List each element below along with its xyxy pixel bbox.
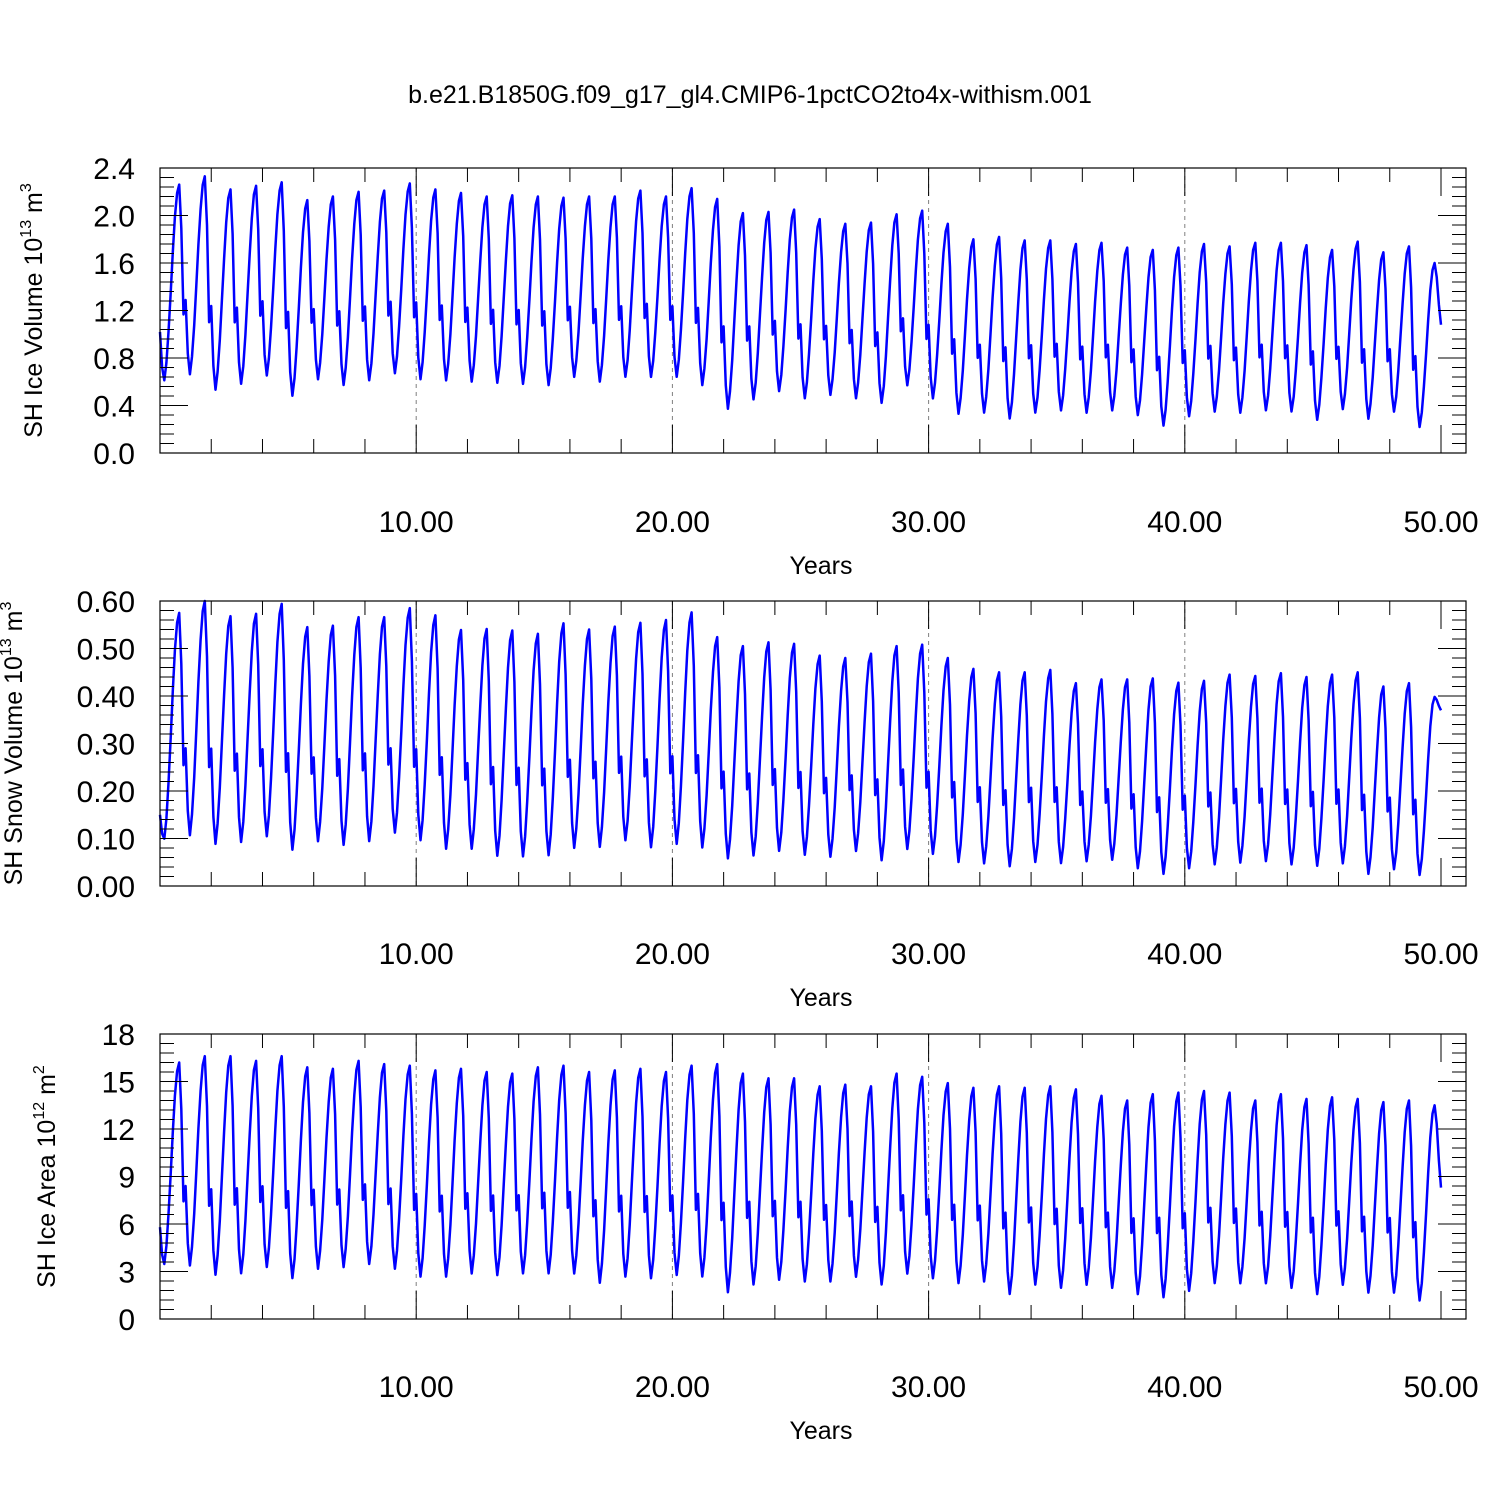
- x-tick-label: 30.00: [891, 506, 966, 539]
- y-axis-title-text: m: [20, 192, 48, 220]
- y-tick-label: 2.4: [93, 153, 135, 186]
- y-tick-label: 0.30: [77, 729, 135, 762]
- y-tick-label: 0.8: [93, 343, 135, 376]
- x-tick-label: 20.00: [635, 938, 710, 971]
- y-tick-label: 0.00: [77, 871, 135, 904]
- y-tick-label: 1.2: [93, 296, 135, 329]
- y-tick-label: 0.4: [93, 391, 135, 424]
- x-axis-title: Years: [789, 984, 852, 1012]
- x-tick-label: 40.00: [1147, 938, 1222, 971]
- y-axis-title-text: SH Ice Area 10: [33, 1120, 61, 1288]
- x-tick-label: 10.00: [379, 1371, 454, 1404]
- y-axis-title-text: m: [0, 611, 28, 639]
- y-axis-title-superscript: 2: [31, 1065, 48, 1074]
- y-axis-title-superscript: 13: [0, 638, 15, 656]
- y-tick-label: 9: [118, 1162, 135, 1195]
- y-tick-label: 0.20: [77, 776, 135, 809]
- y-axis-title-superscript: 13: [18, 220, 35, 238]
- y-tick-label: 18: [102, 1019, 135, 1052]
- y-tick-label: 0: [118, 1304, 135, 1337]
- y-tick-label: 0.0: [93, 438, 135, 471]
- y-axis-title-text: SH Ice Volume 10: [20, 238, 48, 438]
- x-tick-label: 10.00: [379, 506, 454, 539]
- series-line: [158, 175, 1443, 429]
- y-tick-label: 0.60: [77, 586, 135, 619]
- panel-ice-area: 0 3 6 9 12 15 18 10.00 20.00 30.00 40.00 50.00 Years…: [31, 1019, 1479, 1445]
- y-axis-title-text: SH Snow Volume 10: [0, 656, 28, 885]
- y-axis-title-superscript: 12: [31, 1102, 48, 1120]
- x-tick-label: 30.00: [891, 1371, 966, 1404]
- panel-ice-volume: 0.0 0.4 0.8 1.2 1.6 2.0 2.4 10.00 20.00 30.00 40.0…: [18, 153, 1479, 580]
- y-tick-label: 1.6: [93, 248, 135, 281]
- y-axis-title-superscript: 3: [18, 183, 35, 192]
- y-axis-title-superscript: 3: [0, 602, 15, 611]
- figure-title: b.e21.B1850G.f09_g17_gl4.CMIP6-1pctCO2to…: [408, 81, 1092, 109]
- y-tick-label: 0.10: [77, 824, 135, 857]
- y-axis-title-text: m: [33, 1074, 61, 1102]
- y-axis-title: SH Ice Area 1012 m2: [31, 1065, 61, 1288]
- y-tick-label: 3: [118, 1257, 135, 1290]
- series-line: [158, 599, 1443, 877]
- x-tick-label: 40.00: [1147, 1371, 1222, 1404]
- x-tick-label: 10.00: [379, 938, 454, 971]
- x-tick-label: 30.00: [891, 938, 966, 971]
- y-tick-label: 0.40: [77, 681, 135, 714]
- x-tick-label: 50.00: [1403, 1371, 1478, 1404]
- series-line: [158, 1054, 1443, 1302]
- y-tick-label: 12: [102, 1114, 135, 1147]
- y-tick-label: 2.0: [93, 201, 135, 234]
- panel-snow-volume: 0.00 0.10 0.20 0.30 0.40 0.50 0.60 10.00 20.00 30…: [0, 586, 1479, 1012]
- x-axis-title: Years: [789, 1417, 852, 1445]
- x-tick-label: 20.00: [635, 1371, 710, 1404]
- y-tick-label: 0.50: [77, 634, 135, 667]
- y-axis-title: SH Snow Volume 1013 m3: [0, 602, 28, 886]
- x-tick-label: 40.00: [1147, 506, 1222, 539]
- y-tick-label: 15: [102, 1067, 135, 1100]
- y-tick-label: 6: [118, 1209, 135, 1242]
- x-tick-label: 50.00: [1403, 938, 1478, 971]
- y-axis-title: SH Ice Volume 1013 m3: [18, 183, 48, 438]
- x-tick-label: 50.00: [1403, 506, 1478, 539]
- x-tick-label: 20.00: [635, 506, 710, 539]
- x-axis-title: Years: [789, 552, 852, 580]
